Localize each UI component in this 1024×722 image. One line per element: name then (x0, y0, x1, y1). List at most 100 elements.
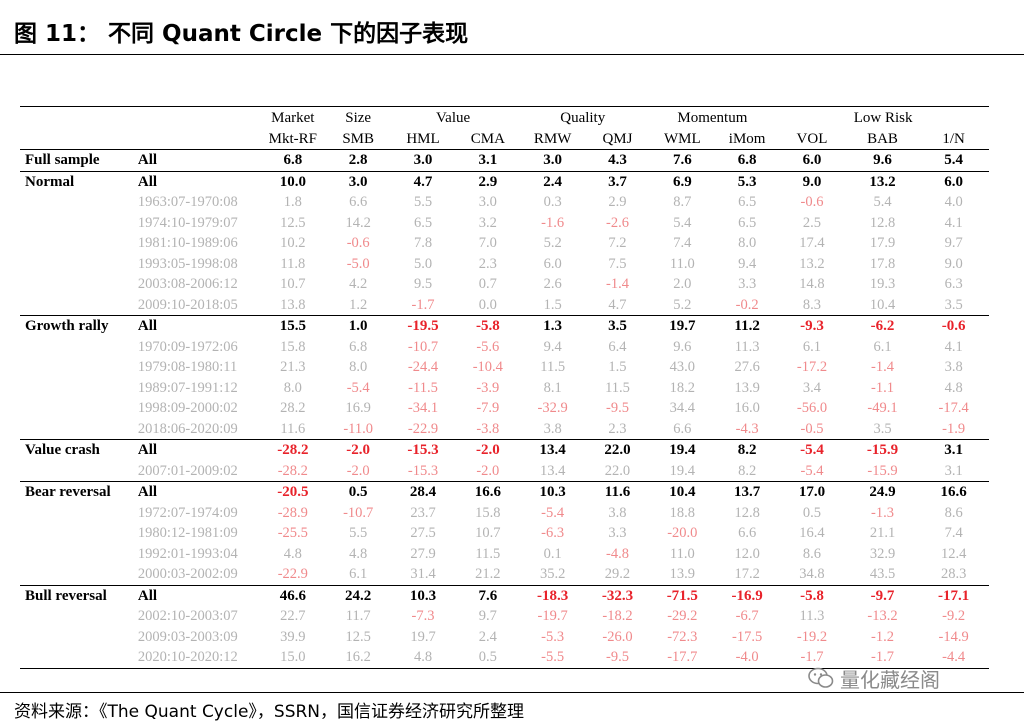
value-cell: -16.9 (717, 584, 778, 606)
value-cell: 13.8 (280, 296, 306, 313)
value-cell: 16.9 (345, 400, 371, 417)
value-cell: -0.6 (800, 194, 824, 211)
condition-label (20, 213, 128, 234)
value-cell: 43.0 (669, 359, 695, 376)
value-cell: 9.5 (413, 276, 433, 293)
row-label: 2007:01-2009:02 (137, 462, 238, 479)
value-cell: 28.3 (940, 566, 967, 583)
value-cell: -1.4 (606, 276, 629, 293)
value-cell: 27.5 (410, 525, 436, 542)
value-cell: -56.0 (796, 400, 828, 417)
value-cell: 27.6 (734, 359, 760, 376)
column-header: RMW (533, 130, 572, 147)
value-cell: 6.9 (647, 170, 718, 192)
value-cell: 7.4 (944, 525, 963, 542)
value-cell: 19.3 (869, 276, 896, 293)
value-cell: -18.2 (602, 608, 633, 625)
row-label: 1989:07-1991:12 (137, 379, 238, 396)
value-cell: 6.8 (257, 149, 329, 171)
factor-performance-table: Market Size Value Quality Momentum Low Risk Mk… (20, 106, 989, 669)
value-cell: -9.5 (587, 647, 648, 669)
value-cell: 6.8 (717, 149, 778, 171)
value-cell: 0.3 (543, 194, 562, 211)
value-cell: 4.8 (349, 545, 368, 562)
value-cell: -6.7 (735, 608, 759, 625)
value-cell: 4.7 (388, 170, 458, 192)
value-cell: 3.8 (944, 359, 963, 376)
value-cell: -5.5 (517, 647, 588, 669)
value-cell: -5.8 (457, 315, 518, 337)
value-cell: 3.3 (608, 525, 627, 542)
row-label: 2002:10-2003:07 (137, 608, 238, 625)
value-cell: 7.8 (413, 235, 433, 252)
value-cell: 11.5 (475, 545, 501, 562)
value-cell: -5.4 (541, 504, 565, 521)
value-cell: 10.3 (388, 584, 458, 606)
value-cell: 21.2 (475, 566, 501, 583)
value-cell: 6.1 (349, 566, 368, 583)
value-cell: 17.9 (869, 235, 896, 252)
value-cell: 6.5 (413, 214, 433, 231)
value-cell: 7.4 (673, 235, 692, 252)
section-summary-row: Bull reversal All 46.6 24.2 10.3 7.6 -18.3 -32.… (20, 584, 989, 606)
value-cell: 9.0 (944, 255, 963, 272)
value-cell: 19.7 (647, 315, 718, 337)
value-cell: -4.8 (606, 545, 629, 562)
value-cell: 5.5 (349, 525, 368, 542)
value-cell: -1.7 (411, 296, 435, 313)
value-cell: 11.6 (587, 481, 648, 503)
row-label: 2003:08-2006:12 (137, 276, 238, 293)
value-cell: 13.4 (517, 439, 588, 461)
column-header: SMB (342, 130, 375, 147)
value-cell: -28.9 (277, 504, 308, 521)
value-cell: 11.3 (799, 608, 825, 625)
row-label: 1970:09-1972:06 (137, 338, 238, 355)
value-cell: 6.0 (918, 170, 989, 192)
condition-label (20, 337, 128, 358)
value-cell: -18.3 (517, 584, 588, 606)
group-header: Value (388, 106, 518, 128)
row-label: 1998:09-2000:02 (137, 400, 238, 417)
figure-title: 图 11： 不同 Quant Circle 下的因子表现 (14, 21, 469, 47)
value-cell: 3.4 (802, 379, 822, 396)
row-label: 1981:10-1989:06 (137, 235, 238, 252)
value-cell: 9.7 (944, 235, 963, 252)
row-label: 2000:03-2002:09 (137, 566, 238, 583)
value-cell: 7.0 (478, 235, 497, 252)
row-label: 2020:10-2020:12 (127, 647, 258, 669)
value-cell: 3.1 (457, 149, 518, 171)
value-cell: 1.2 (349, 296, 368, 313)
value-cell: 11.5 (605, 379, 630, 396)
group-header: Market (257, 106, 329, 128)
value-cell: 2.4 (478, 628, 497, 645)
section-summary-row: Value crash All -28.2 -2.0 -15.3 -2.0 13.4 22.0… (20, 439, 989, 461)
value-cell: 6.3 (944, 276, 963, 293)
value-cell: 5.2 (673, 296, 692, 313)
value-cell: 46.6 (257, 584, 329, 606)
value-cell: -15.3 (388, 439, 458, 461)
value-cell: 3.3 (738, 276, 757, 293)
column-header: CMA (470, 130, 505, 147)
condition-label (20, 606, 128, 627)
row-label: 1972:07-1974:09 (137, 504, 238, 521)
value-cell: -14.9 (938, 628, 969, 645)
value-cell: -11.0 (343, 420, 373, 437)
value-cell: 32.9 (869, 545, 896, 562)
value-cell: -19.7 (537, 608, 568, 625)
period-row: 1981:10-1989:06 10.2 -0.6 7.8 7.0 5.2 7.2 7.4 8.… (20, 233, 989, 254)
value-cell: -11.5 (408, 379, 438, 396)
value-cell: 0.5 (802, 504, 822, 521)
value-cell: -4.3 (735, 420, 759, 437)
condition-label (20, 295, 128, 316)
row-label: 1974:10-1979:07 (137, 214, 238, 231)
value-cell: 9.0 (777, 170, 847, 192)
value-cell: -20.5 (257, 481, 329, 503)
condition-label (20, 357, 128, 378)
watermark: 量化藏经阁 (808, 664, 940, 692)
value-cell: -1.3 (871, 504, 894, 521)
value-cell: 2.8 (328, 149, 389, 171)
value-cell: 6.0 (543, 255, 562, 272)
value-cell: 21.3 (280, 359, 306, 376)
value-cell: -2.0 (476, 462, 500, 479)
value-cell: -17.4 (938, 400, 969, 417)
